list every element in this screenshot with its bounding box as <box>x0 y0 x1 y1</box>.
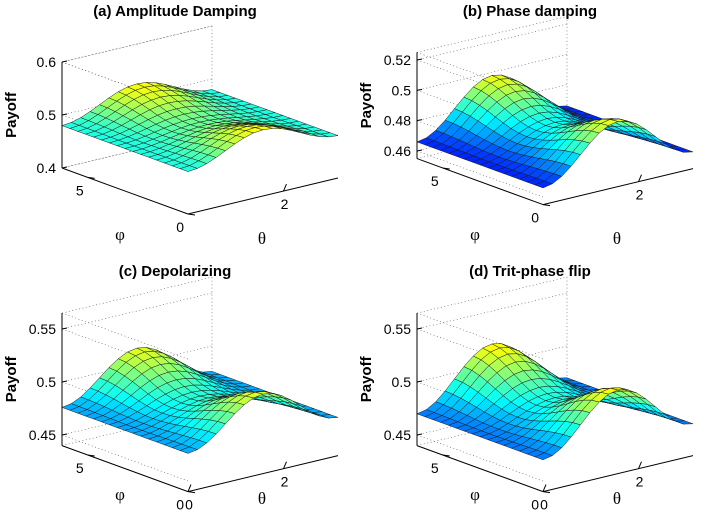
x-tick-label: 2 <box>636 187 644 203</box>
axes <box>61 313 339 494</box>
y-tick-label: 0 <box>176 497 184 512</box>
panel-2: 0.46 0.48 0.5 0.52 2 0 5 θ φ Payoff (b) Phase damp… <box>358 3 694 248</box>
z-tick-label: 0.45 <box>384 427 411 443</box>
y-tick-label: 5 <box>76 460 84 476</box>
x-axis-label: θ <box>613 229 621 248</box>
z-axis-label: Payoff <box>3 355 20 402</box>
panel-1: 0.4 0.5 0.6 2 0 5 θ φ Payoff (a) Amplitude Dampin… <box>3 3 339 248</box>
y-tick-label: 0 <box>176 219 184 235</box>
panel-4: 0.45 0.5 0.55 0 2 0 5 θ φ Payoff (d) Trit-phase fl… <box>358 263 694 512</box>
x-axis-label: θ <box>258 229 266 248</box>
z-tick-label: 0.52 <box>384 52 411 68</box>
y-tick-label: 5 <box>431 173 439 189</box>
surface-cell <box>675 148 694 153</box>
z-tick-label: 0.5 <box>37 374 57 390</box>
x-tick-label: 0 <box>540 497 548 512</box>
surface-cell <box>320 132 339 138</box>
y-axis-label: φ <box>115 225 125 244</box>
x-tick-label: 0 <box>185 497 193 512</box>
x-axis-label: θ <box>613 489 621 508</box>
surface <box>416 74 694 189</box>
z-tick-label: 0.5 <box>37 107 57 123</box>
axes <box>416 313 694 494</box>
surface <box>61 347 339 454</box>
x-tick-label: 2 <box>281 196 289 212</box>
panel-3: 0.45 0.5 0.55 0 2 0 5 θ φ Payoff (c) Depolarizing <box>3 263 339 512</box>
surface <box>416 343 694 461</box>
chart-title: (b) Phase damping <box>463 3 597 20</box>
x-axis-label: θ <box>258 489 266 508</box>
surface <box>61 82 339 172</box>
surface-cell <box>675 420 694 425</box>
axes <box>416 52 694 207</box>
z-tick-label: 0.48 <box>384 113 411 129</box>
surface-cell <box>320 414 339 419</box>
x-tick-label: 2 <box>281 474 289 490</box>
y-axis-label: φ <box>470 225 480 244</box>
y-tick-label: 0 <box>531 497 539 512</box>
axes <box>61 60 339 216</box>
z-tick-label: 0.55 <box>29 321 56 337</box>
z-tick-label: 0.5 <box>392 374 412 390</box>
z-tick-label: 0.55 <box>384 321 411 337</box>
z-tick-label: 0.6 <box>37 54 57 70</box>
z-tick-label: 0.5 <box>392 82 412 98</box>
chart-title: (a) Amplitude Damping <box>93 3 257 20</box>
z-axis-label: Payoff <box>3 91 20 138</box>
y-axis-label: φ <box>115 485 125 504</box>
y-tick-label: 0 <box>531 210 539 226</box>
chart-title: (c) Depolarizing <box>119 263 232 280</box>
z-tick-label: 0.45 <box>29 427 56 443</box>
y-tick-label: 5 <box>431 460 439 476</box>
y-axis-label: φ <box>470 485 480 504</box>
x-tick-label: 2 <box>636 474 644 490</box>
z-axis-label: Payoff <box>358 355 375 402</box>
chart-title: (d) Trit-phase flip <box>469 263 591 280</box>
y-tick-label: 5 <box>76 182 84 198</box>
z-tick-label: 0.46 <box>384 143 411 159</box>
z-axis-label: Payoff <box>358 82 375 129</box>
z-tick-label: 0.4 <box>37 160 57 176</box>
